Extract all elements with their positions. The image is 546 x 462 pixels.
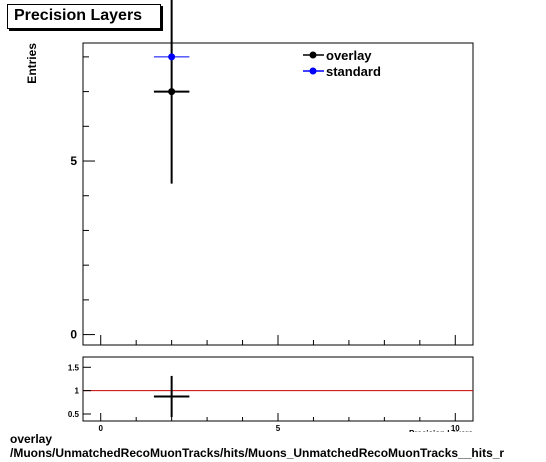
y-axis-label: Entries (25, 43, 39, 84)
y-tick-label: 0 (70, 328, 77, 342)
legend-marker-overlay (309, 51, 317, 59)
ratio-y-tick-label: 0.5 (68, 410, 80, 419)
data-point-overlay (168, 88, 176, 96)
ratio-x-tick-label: 0 (99, 424, 104, 432)
ratio-x-tick-label: 5 (276, 424, 281, 432)
x-axis-label: Precision Layers (409, 429, 474, 432)
footer-line-1: overlay (10, 432, 53, 446)
data-point-standard (168, 53, 176, 61)
footer: overlay /Muons/UnmatchedRecoMuonTracks/h… (10, 432, 504, 460)
main-plot-frame (82, 42, 474, 346)
chart-title-box: Precision Layers (7, 4, 161, 29)
ratio-plot-frame (82, 356, 474, 422)
legend-marker-standard (309, 67, 317, 75)
ratio-y-tick-label: 1 (75, 387, 80, 396)
footer-line-2: /Muons/UnmatchedRecoMuonTracks/hits/Muon… (10, 446, 505, 460)
chart-title: Precision Layers (14, 7, 143, 24)
legend-label-standard: standard (326, 64, 381, 79)
ratio-y-tick-label: 1.5 (68, 363, 80, 372)
legend-label-overlay: overlay (326, 48, 372, 63)
ratio-x-tick-label: 10 (451, 424, 460, 432)
y-tick-label: 5 (70, 154, 77, 168)
